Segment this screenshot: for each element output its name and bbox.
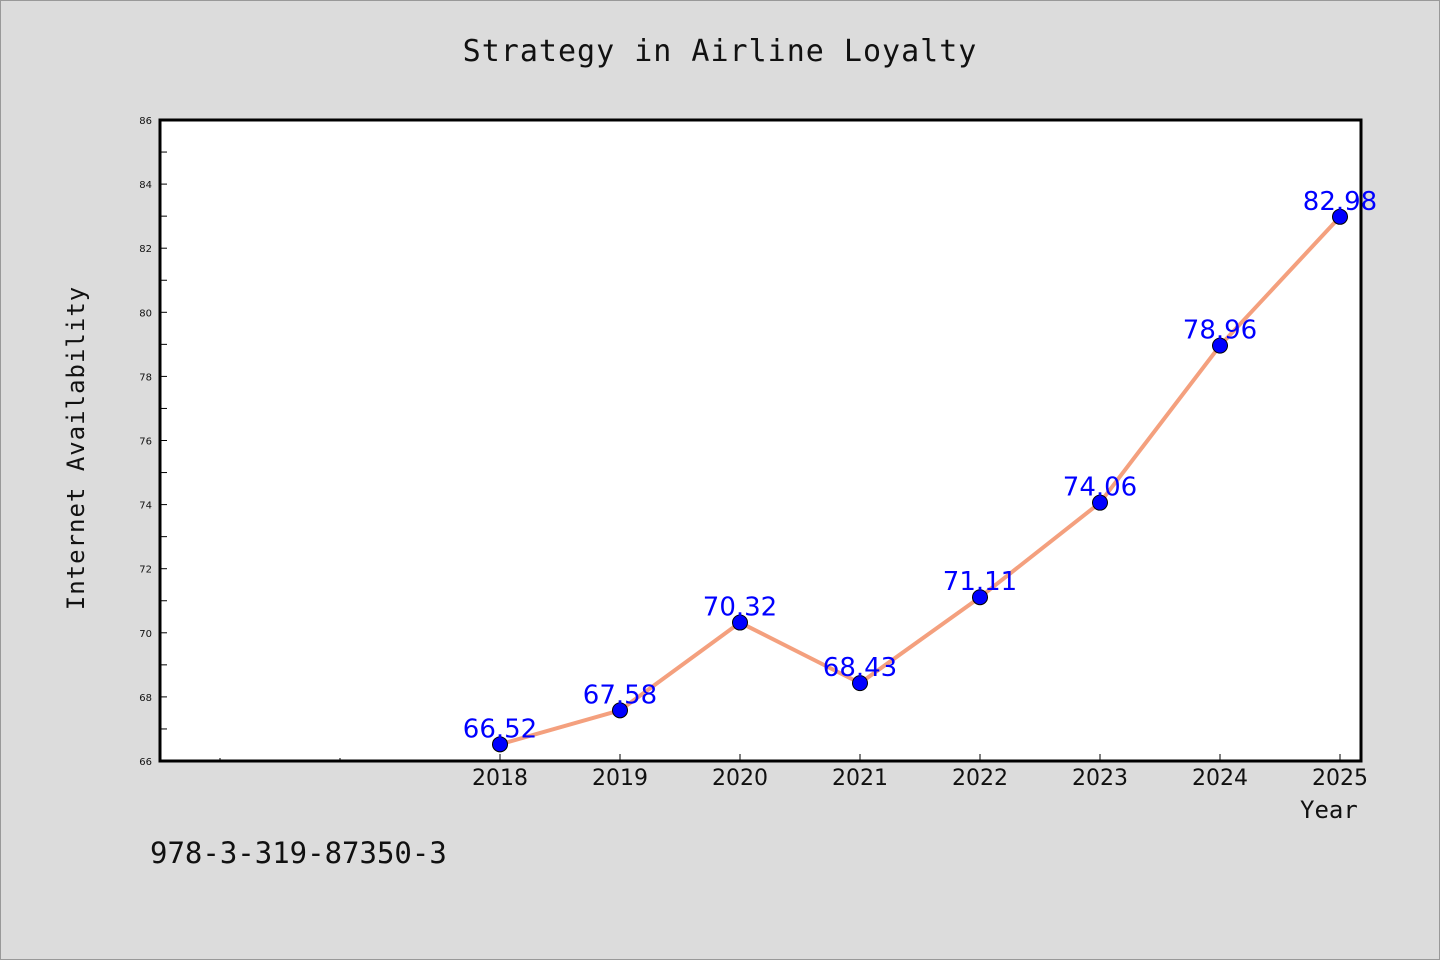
data-point [852,675,868,692]
data-label: 67.58 [583,680,657,710]
x-axis: 2018 2019 2020 2021 2022 2023 2024 2025 [219,754,1368,791]
y-tick-label: 70 [139,629,152,640]
y-tick-label: 74 [139,501,152,512]
isbn-code: 978-3-319-87350-3 [150,836,447,870]
x-tick-label: 2025 [1312,766,1368,791]
data-label: 74.06 [1063,473,1137,503]
data-label: 70.32 [703,593,777,623]
data-label: 82.98 [1303,187,1377,217]
x-tick-label: 2020 [712,766,768,791]
y-tick-label: 72 [139,565,152,576]
data-point [1332,208,1348,225]
chart-title: Strategy in Airline Loyalty [462,34,978,69]
data-label: 68.43 [823,653,897,683]
y-tick-label: 68 [139,693,152,704]
data-label: 78.96 [1183,316,1257,346]
x-axis-label: Year [1300,796,1358,824]
y-axis: 66 68 70 72 74 76 78 80 82 84 86 [139,116,167,768]
y-tick-label: 80 [139,308,152,319]
y-tick-label: 78 [139,372,152,383]
data-point [492,736,508,753]
y-tick-label: 84 [139,180,152,191]
data-label: 71.11 [943,567,1017,597]
data-label: 66.52 [463,714,537,744]
y-tick-label: 86 [139,116,152,127]
x-tick-label: 2022 [952,766,1008,791]
x-tick-label: 2023 [1072,766,1128,791]
data-point [1092,494,1108,511]
y-tick-label: 76 [139,437,152,448]
data-point [612,702,628,719]
data-markers [492,208,1348,753]
data-point [972,589,988,606]
data-labels: 66.52 67.58 70.32 68.43 71.11 74.06 78.96 82.98 [463,187,1377,745]
x-tick-label: 2019 [592,766,648,791]
x-tick-label: 2021 [832,766,888,791]
series-line [499,215,1342,747]
y-tick-label: 82 [139,244,152,255]
x-tick-label: 2024 [1192,766,1248,791]
plot-area [158,118,1363,763]
data-point [1212,337,1228,354]
data-point [732,614,748,631]
y-tick-label: 66 [139,757,152,768]
x-tick-label: 2018 [472,766,528,791]
